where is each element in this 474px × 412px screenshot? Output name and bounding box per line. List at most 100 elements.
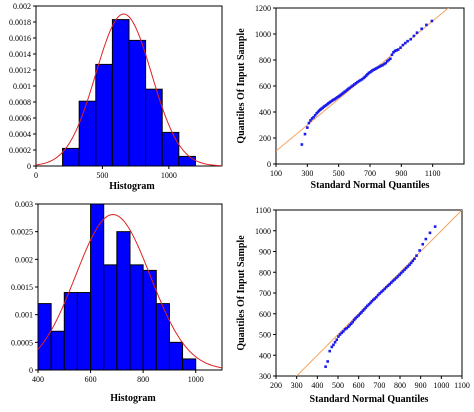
data-point [425, 23, 428, 27]
histogram-bar [95, 63, 113, 167]
data-point [394, 276, 398, 280]
histogram-bar [155, 303, 170, 371]
data-point [384, 61, 387, 65]
data-point [357, 79, 361, 83]
data-point [415, 254, 418, 257]
data-point [391, 279, 395, 283]
x-axis-label: Histogram [110, 393, 156, 404]
histogram-bar [76, 292, 92, 371]
data-point [428, 231, 432, 235]
y-tick-label: 0.0006 [9, 114, 31, 123]
data-point [383, 287, 387, 291]
data-point [420, 27, 423, 31]
y-tick-label: 900 [259, 248, 271, 257]
data-point [300, 143, 304, 146]
data-point [332, 343, 335, 347]
x-tick-label: 500 [96, 171, 108, 180]
data-point [406, 265, 410, 268]
data-point [379, 64, 383, 68]
histogram-bar [145, 88, 163, 167]
histogram-bar [128, 39, 147, 167]
data-point [372, 298, 375, 302]
data-point [389, 57, 392, 60]
data-point [353, 83, 356, 86]
data-point [351, 320, 354, 324]
plot-area [275, 7, 465, 165]
y-tick-label: 0.0015 [11, 283, 33, 292]
data-point [380, 290, 383, 294]
histogram-bar [178, 155, 196, 167]
x-axis-label: Standard Normal Quantiles [310, 394, 429, 405]
y-tick-label: 1100 [255, 206, 271, 215]
data-point [396, 275, 400, 278]
normal-fit-curve [37, 214, 223, 369]
y-tick-label: 600 [259, 82, 271, 91]
data-point [386, 284, 390, 288]
data-point [347, 325, 350, 329]
x-tick-label: 200 [270, 381, 282, 390]
data-point [390, 281, 393, 284]
histogram-bottom: 0 0.0005 0.001 0.0015 0.002 0.0025 0.003 400 600… [11, 200, 223, 404]
x-axis-label: Standard Normal Quantiles [311, 180, 430, 191]
data-point [424, 237, 428, 241]
x-tick-label: 800 [137, 375, 149, 384]
histogram-top: 0 0.0002 0.0004 0.0006 0.0008 0.001 0.0012 0.00… [9, 2, 223, 192]
histogram-bar [111, 19, 130, 167]
y-tick-label: 1200 [255, 4, 271, 13]
x-tick-label: 500 [333, 169, 345, 178]
y-tick-label: 800 [259, 268, 271, 277]
data-point [373, 297, 377, 300]
data-point [381, 63, 384, 67]
y-tick-label: 0 [29, 366, 33, 375]
data-point [381, 289, 385, 292]
x-tick-label: 600 [85, 375, 97, 384]
data-point [367, 303, 371, 306]
data-point [354, 81, 358, 85]
y-tick-label: 0 [267, 160, 271, 169]
y-tick-label: 200 [259, 134, 271, 143]
data-point [352, 318, 356, 322]
y-axis-label: Quantiles Of Input Sample [236, 28, 247, 144]
data-point [403, 268, 406, 272]
x-tick-label: 800 [394, 381, 406, 390]
data-point [309, 119, 312, 122]
data-point [355, 315, 359, 319]
data-point [409, 261, 413, 265]
histogram-bar [182, 358, 197, 371]
x-tick-label: 1000 [433, 381, 449, 390]
data-point [349, 85, 353, 89]
y-tick-label: 300 [259, 372, 271, 381]
data-point [401, 270, 405, 273]
data-point [411, 259, 415, 263]
y-tick-label: 1000 [255, 30, 271, 39]
data-point [375, 295, 378, 299]
data-point [326, 360, 329, 363]
data-point [393, 278, 396, 281]
data-point [307, 121, 311, 125]
data-point [338, 333, 342, 336]
y-tick-label: 0.001 [13, 82, 31, 91]
data-point [356, 80, 359, 84]
data-point [337, 335, 340, 338]
data-point [303, 132, 307, 136]
data-point [401, 43, 405, 47]
x-tick-label: 1000 [161, 171, 177, 180]
x-tick-label: 500 [332, 381, 344, 390]
y-tick-label: 0.001 [15, 311, 33, 320]
data-point [345, 326, 348, 330]
normal-fit-curve [35, 13, 223, 167]
data-point [396, 48, 400, 51]
data-point [369, 301, 372, 305]
data-point [360, 310, 363, 314]
histogram-bar [63, 292, 78, 371]
data-point [349, 322, 353, 326]
data-point [342, 330, 345, 333]
y-tick-label: 0.0016 [9, 34, 31, 43]
data-point [330, 345, 334, 349]
x-tick-label: 1100 [454, 381, 470, 390]
data-point [374, 67, 378, 70]
data-point [312, 115, 315, 119]
data-point [364, 74, 368, 77]
data-point [392, 50, 395, 54]
